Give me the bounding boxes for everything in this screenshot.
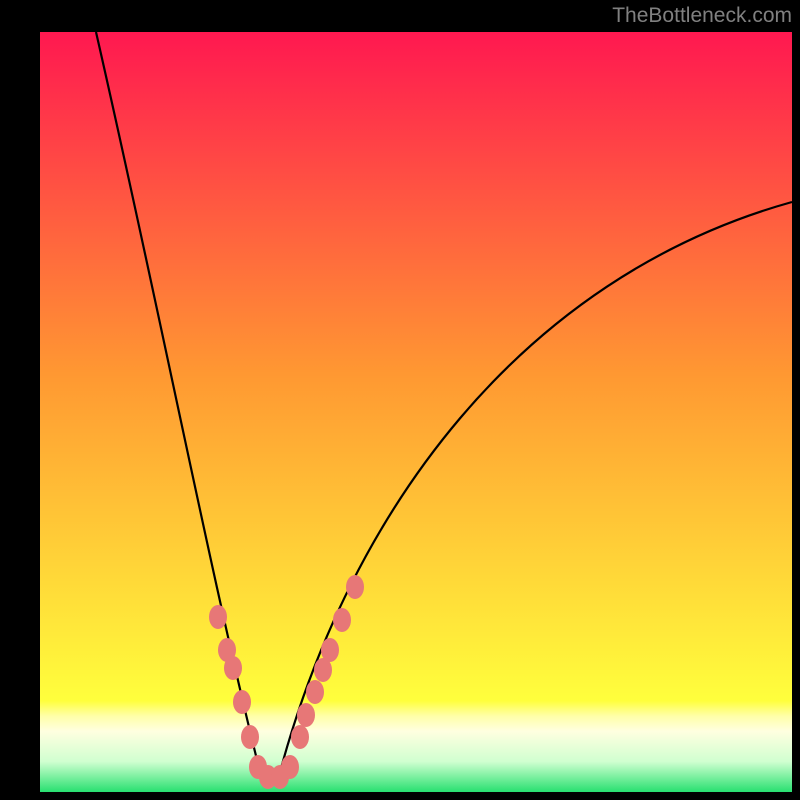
watermark-text: TheBottleneck.com (612, 4, 792, 28)
data-marker (306, 680, 324, 704)
chart-svg (0, 0, 800, 800)
data-marker (281, 755, 299, 779)
data-marker (233, 690, 251, 714)
data-marker (209, 605, 227, 629)
data-marker (333, 608, 351, 632)
data-marker (291, 725, 309, 749)
curve-right (280, 202, 792, 772)
data-marker (241, 725, 259, 749)
data-marker (346, 575, 364, 599)
data-marker (321, 638, 339, 662)
data-marker (297, 703, 315, 727)
data-marker (224, 656, 242, 680)
